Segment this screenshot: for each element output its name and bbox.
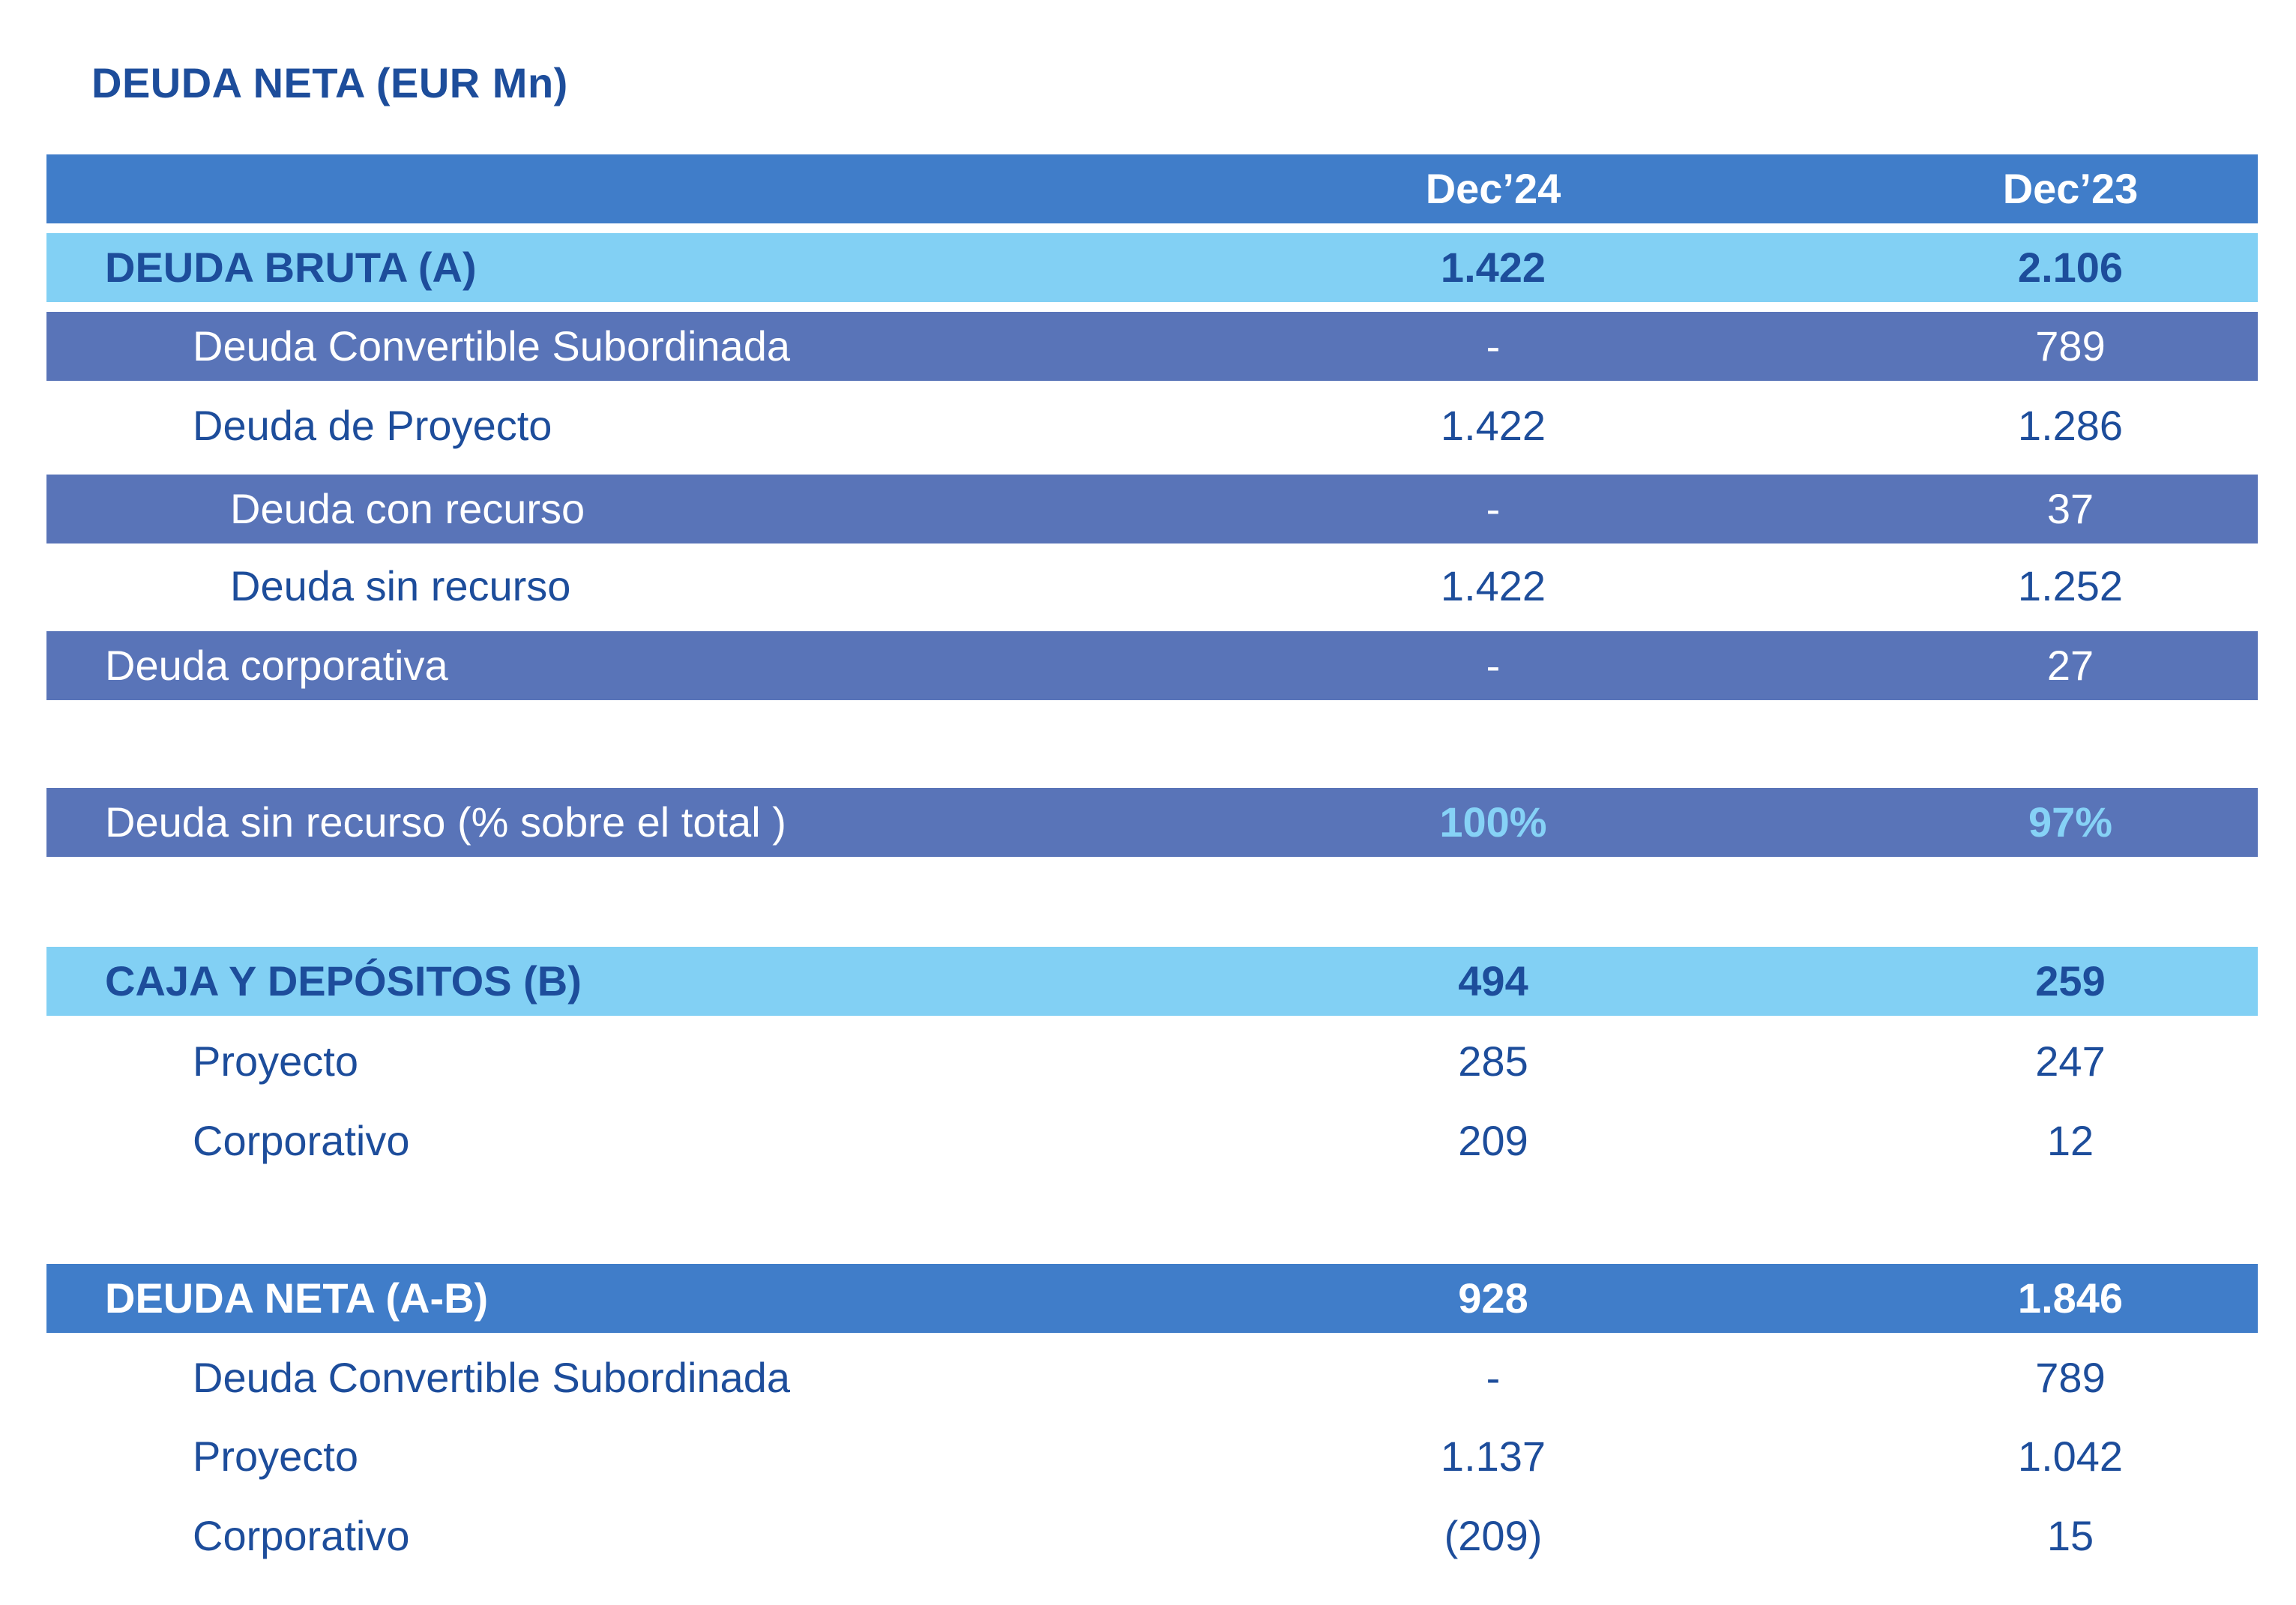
row-value-dec23: 2.106 [2017,244,2124,291]
table-row: Deuda Convertible Subordinada - 789 [46,1343,2258,1412]
row-value-dec23: 789 [2035,1354,2106,1401]
page-title: DEUDA NETA (EUR Mn) [91,59,568,106]
row-value-dec24: - [1486,322,1501,370]
row-value-dec23: 15 [2046,1512,2094,1559]
row-label: Deuda sin recurso [230,562,571,609]
row-value-dec23: 1.846 [2017,1274,2124,1322]
row-label: Deuda sin recurso (% sobre el total ) [105,798,786,846]
table-row: Deuda corporativa - 27 [46,631,2258,700]
row-value-dec24: - [1486,642,1501,689]
row-value-dec23: 12 [2046,1117,2094,1164]
row-label: Deuda Convertible Subordinada [193,322,790,370]
row-value-dec23: 27 [2046,642,2094,689]
table-row: Deuda con recurso - 37 [46,475,2258,543]
row-label: Proyecto [193,1038,358,1085]
column-header-dec24: Dec’24 [1425,165,1561,212]
row-value-dec24: (209) [1444,1512,1543,1559]
table-row: Proyecto 285 247 [46,1027,2258,1096]
row-label: DEUDA NETA (A-B) [105,1274,489,1322]
row-label: Proyecto [193,1433,358,1480]
table-row: Proyecto 1.137 1.042 [46,1422,2258,1491]
table-row: Deuda sin recurso 1.422 1.252 [46,552,2258,621]
row-value-dec23: 37 [2046,485,2094,532]
row-value-dec23: 1.042 [2017,1433,2124,1480]
row-label: CAJA Y DEPÓSITOS (B) [105,957,582,1005]
row-value-dec24: 1.137 [1440,1433,1546,1480]
row-value-dec24: 285 [1458,1038,1528,1085]
row-label: Deuda corporativa [105,642,448,689]
table-row: Deuda de Proyecto 1.422 1.286 [46,391,2258,460]
table-row: Deuda sin recurso (% sobre el total ) 10… [46,788,2258,857]
row-label: Corporativo [193,1117,410,1164]
row-value-dec24: 928 [1458,1274,1528,1322]
row-value-dec24: - [1486,485,1501,532]
row-label: Deuda con recurso [230,485,585,532]
table-row: DEUDA BRUTA (A) 1.422 2.106 [46,233,2258,302]
row-value-dec23: 259 [2035,957,2106,1005]
table-row: Corporativo (209) 15 [46,1502,2258,1571]
table-header-row: Dec’24 Dec’23 [46,154,2258,223]
table-row: CAJA Y DEPÓSITOS (B) 494 259 [46,947,2258,1016]
table-row: Corporativo 209 12 [46,1106,2258,1175]
row-value-dec23: 247 [2035,1038,2106,1085]
row-value-dec23: 1.286 [2017,402,2124,449]
table-row: DEUDA NETA (A-B) 928 1.846 [46,1264,2258,1333]
row-value-dec23: 1.252 [2017,562,2124,609]
row-value-dec23: 789 [2035,322,2106,370]
column-header-dec23: Dec’23 [2002,165,2139,212]
row-value-dec24: 494 [1458,957,1528,1005]
row-value-dec24: 1.422 [1440,562,1546,609]
row-label: DEUDA BRUTA (A) [105,244,477,291]
table-row: Deuda Convertible Subordinada - 789 [46,312,2258,381]
row-value-dec24: 209 [1458,1117,1528,1164]
row-value-dec23: 97% [2028,798,2113,846]
row-value-dec24: - [1486,1354,1501,1401]
row-label: Corporativo [193,1512,410,1559]
row-value-dec24: 1.422 [1440,402,1546,449]
row-label: Deuda de Proyecto [193,402,552,449]
row-label: Deuda Convertible Subordinada [193,1354,790,1401]
row-value-dec24: 1.422 [1440,244,1546,291]
row-value-dec24: 100% [1439,798,1547,846]
